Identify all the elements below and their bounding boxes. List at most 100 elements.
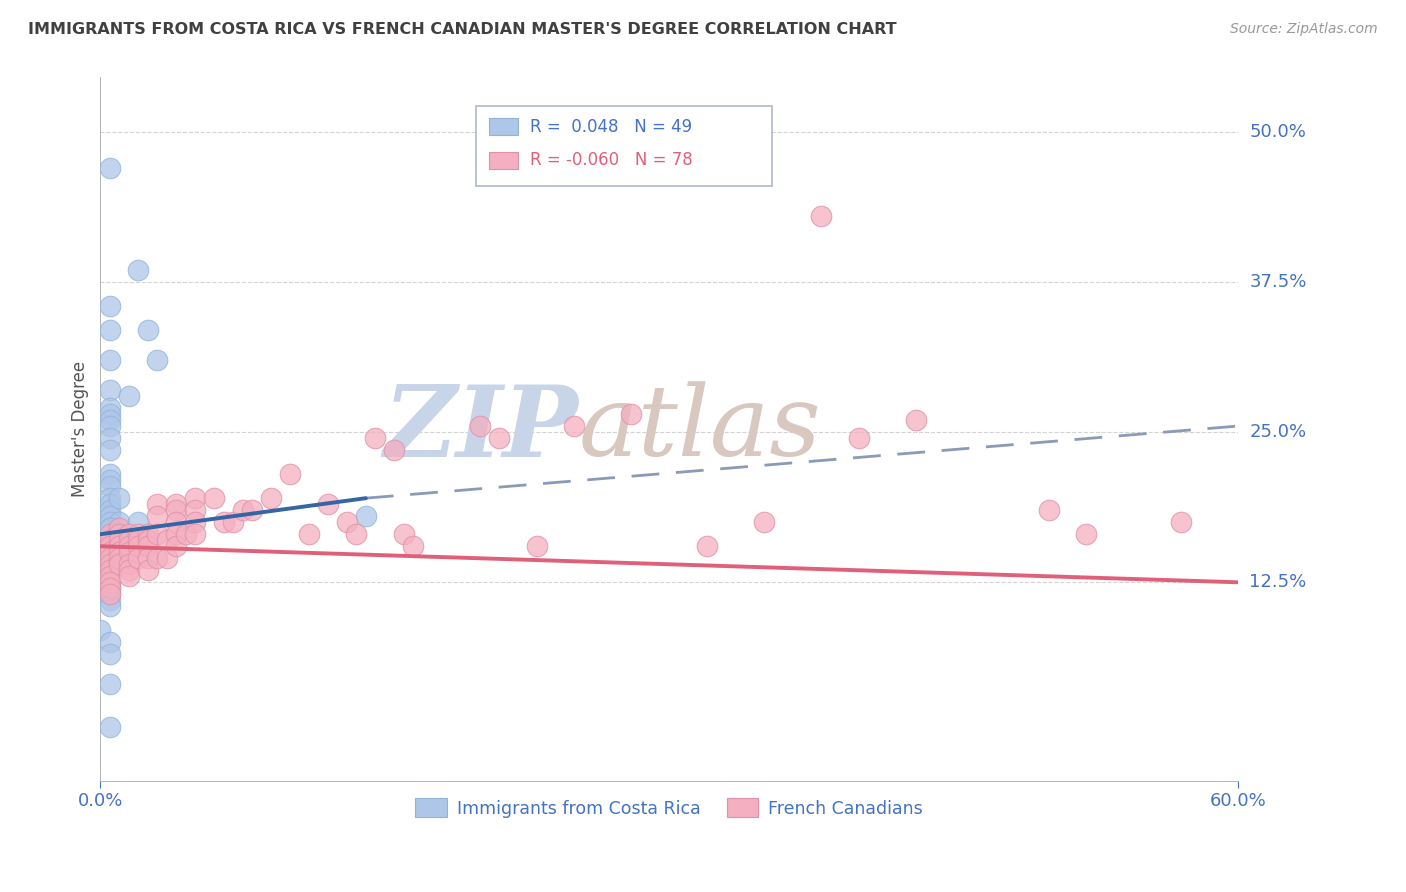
Point (108, 533, 131, 548)
Point (108, 515, 131, 529)
Point (98, 539, 121, 553)
Point (98, 677, 121, 691)
Point (810, 209, 832, 223)
Point (98, 431, 121, 445)
Point (98, 587, 121, 601)
Point (127, 551, 149, 566)
Text: Source: ZipAtlas.com: Source: ZipAtlas.com (1230, 22, 1378, 37)
Text: 50.0%: 50.0% (1250, 122, 1306, 141)
Point (98, 582, 121, 596)
Point (98, 635, 121, 649)
Point (1170, 515, 1192, 529)
Point (222, 515, 245, 529)
Point (127, 539, 149, 553)
Point (118, 569, 141, 583)
Point (136, 527, 159, 541)
Point (98, 527, 121, 541)
Point (98, 533, 121, 548)
Point (98, 551, 121, 566)
Point (146, 551, 169, 566)
Point (98, 401, 121, 415)
Point (260, 491, 283, 505)
Point (165, 539, 187, 553)
Point (98, 551, 121, 566)
Point (136, 539, 159, 553)
Point (316, 497, 339, 511)
Point (232, 503, 254, 517)
Point (98, 353, 121, 368)
Point (98, 648, 121, 662)
Point (1076, 527, 1098, 541)
Y-axis label: Master's Degree: Master's Degree (72, 361, 89, 497)
Point (98, 539, 121, 553)
Text: R =  0.048   N = 49: R = 0.048 N = 49 (530, 118, 693, 136)
Point (98, 569, 121, 583)
Point (136, 563, 159, 577)
Point (127, 515, 149, 529)
Bar (489, 152, 517, 169)
Point (108, 527, 131, 541)
Point (146, 353, 169, 368)
Point (468, 419, 491, 434)
Point (118, 527, 141, 541)
Point (108, 558, 131, 572)
Point (165, 503, 187, 517)
Point (98, 545, 121, 559)
Point (298, 527, 321, 541)
Point (184, 491, 207, 505)
Text: atlas: atlas (578, 382, 821, 476)
Point (98, 491, 121, 505)
Point (98, 413, 121, 427)
Point (118, 545, 141, 559)
Point (184, 503, 207, 517)
Point (108, 545, 131, 559)
Point (488, 431, 510, 445)
Point (98, 558, 121, 572)
Point (98, 299, 121, 313)
Point (184, 527, 207, 541)
Point (127, 527, 149, 541)
Point (752, 515, 775, 529)
Point (98, 545, 121, 559)
Point (136, 323, 159, 337)
Point (98, 575, 121, 590)
Point (344, 527, 367, 541)
Point (98, 521, 121, 535)
Point (165, 497, 187, 511)
Point (354, 509, 377, 524)
Point (98, 509, 121, 524)
Point (136, 551, 159, 566)
Point (98, 383, 121, 397)
Point (98, 558, 121, 572)
Point (98, 533, 121, 548)
Text: ZIP: ZIP (384, 381, 578, 477)
Point (98, 479, 121, 493)
Point (904, 413, 927, 427)
Text: 25.0%: 25.0% (1250, 423, 1306, 441)
Point (98, 527, 121, 541)
Point (98, 599, 121, 614)
Point (98, 161, 121, 175)
Point (98, 419, 121, 434)
Point (98, 575, 121, 590)
Point (98, 527, 121, 541)
Point (89, 624, 111, 638)
Point (696, 539, 718, 553)
Point (848, 431, 870, 445)
Point (165, 527, 187, 541)
Point (98, 473, 121, 487)
Point (118, 563, 141, 577)
Point (118, 539, 141, 553)
Point (278, 467, 301, 482)
Point (240, 503, 263, 517)
Point (98, 407, 121, 421)
Text: 12.5%: 12.5% (1250, 574, 1306, 591)
Point (127, 533, 149, 548)
Point (98, 720, 121, 734)
Point (146, 527, 169, 541)
Point (108, 533, 131, 548)
Point (146, 497, 169, 511)
Point (108, 491, 131, 505)
Point (108, 551, 131, 566)
Point (620, 407, 643, 421)
